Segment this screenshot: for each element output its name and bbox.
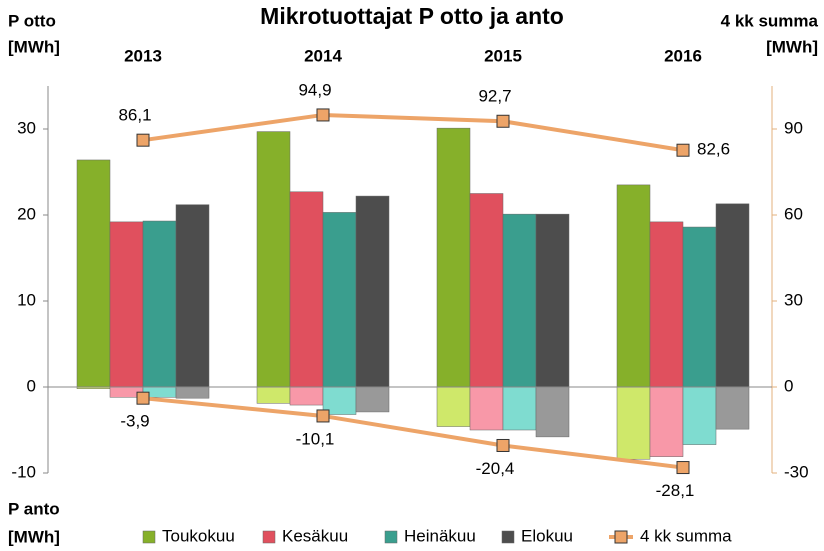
x-tick-label: 2016	[664, 46, 702, 65]
legend-label: Kesäkuu	[282, 526, 348, 545]
data-label: -3,9	[120, 412, 149, 431]
y-label-negative: P anto	[8, 499, 60, 518]
data-label: 92,7	[478, 87, 511, 106]
bar	[436, 127, 471, 388]
data-label: 82,6	[697, 140, 730, 159]
bar	[142, 220, 177, 388]
marker	[316, 409, 330, 423]
legend-label: Toukokuu	[162, 526, 235, 545]
y2-tick-label: -30	[784, 462, 809, 481]
bar	[715, 203, 750, 388]
x-tick-label: 2013	[124, 46, 162, 65]
y2-tick-label: 0	[784, 376, 793, 395]
data-label: -10,1	[296, 429, 335, 448]
marker	[316, 108, 330, 122]
bar	[322, 212, 357, 388]
bar	[256, 131, 291, 388]
data-label: 94,9	[298, 80, 331, 99]
bar	[649, 386, 684, 457]
legend-marker	[614, 530, 628, 544]
data-label: -20,4	[476, 459, 515, 478]
bar	[682, 386, 717, 445]
y-tick-label: -10	[11, 462, 36, 481]
y2-label: 4 kk summa	[721, 11, 819, 30]
bar	[289, 191, 324, 388]
y2-label: [MWh]	[766, 37, 818, 56]
marker	[676, 461, 690, 475]
legend-label: Heinäkuu	[404, 526, 476, 545]
bar	[76, 159, 111, 388]
bar	[289, 386, 324, 406]
bar	[502, 386, 537, 431]
bar	[535, 386, 570, 438]
bar	[469, 193, 504, 388]
y2-tick-label: 60	[784, 204, 803, 223]
bar	[616, 386, 651, 460]
y2-tick-label: 30	[784, 290, 803, 309]
marker	[136, 133, 150, 147]
y-tick-label: 10	[17, 290, 36, 309]
y-tick-label: 30	[17, 118, 36, 137]
bar	[109, 221, 144, 388]
legend-swatch	[384, 530, 398, 544]
legend-swatch	[262, 530, 276, 544]
bar	[649, 221, 684, 388]
bar	[355, 195, 390, 388]
legend-swatch	[501, 530, 515, 544]
bar	[469, 386, 504, 431]
marker	[496, 114, 510, 128]
bar	[715, 386, 750, 430]
legend-label: 4 kk summa	[640, 526, 732, 545]
x-tick-label: 2015	[484, 46, 522, 65]
marker	[676, 143, 690, 157]
marker	[136, 391, 150, 405]
x-tick-label: 2014	[304, 46, 342, 65]
bar	[502, 213, 537, 388]
bar	[436, 386, 471, 427]
y-label-negative: [MWh]	[8, 527, 60, 546]
bar	[175, 386, 210, 399]
bar	[256, 386, 291, 404]
chart-title: Mikrotuottajat P otto ja anto	[260, 3, 564, 29]
bar	[175, 204, 210, 388]
y-tick-label: 20	[17, 204, 36, 223]
data-label: -28,1	[656, 481, 695, 500]
marker	[496, 438, 510, 452]
bar	[682, 226, 717, 388]
y-tick-label: 0	[27, 376, 36, 395]
data-label: 86,1	[118, 106, 151, 125]
legend-swatch	[142, 530, 156, 544]
y-label: [MWh]	[8, 37, 60, 56]
bar	[535, 213, 570, 388]
line	[142, 112, 684, 153]
legend-label: Elokuu	[521, 526, 573, 545]
bar	[616, 184, 651, 388]
y2-tick-label: 90	[784, 118, 803, 137]
line	[142, 396, 684, 470]
bar	[355, 386, 390, 413]
y-label: P otto	[8, 11, 56, 30]
